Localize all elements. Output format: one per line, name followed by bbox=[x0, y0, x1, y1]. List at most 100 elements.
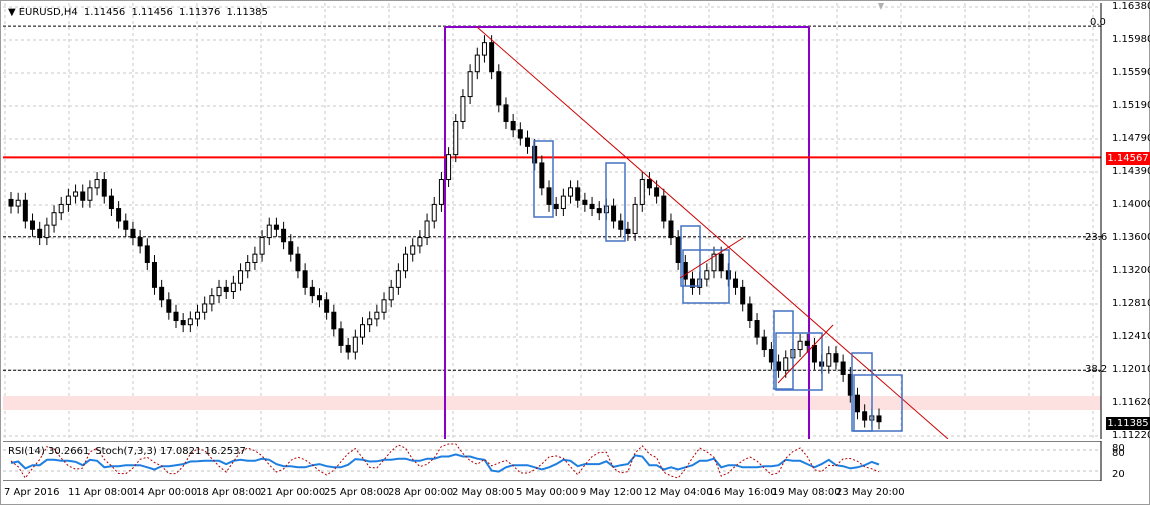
sub-scale-mid: 80 bbox=[1112, 448, 1125, 459]
candle-body bbox=[352, 336, 358, 353]
candle-body bbox=[811, 344, 817, 363]
candle-body bbox=[410, 245, 416, 255]
candle-body bbox=[295, 253, 301, 272]
candle-body bbox=[733, 278, 739, 288]
candle-body bbox=[854, 394, 860, 413]
price-scale-label: 1.15190 bbox=[1112, 100, 1150, 111]
candle-body bbox=[94, 179, 100, 189]
candle-body bbox=[73, 191, 79, 197]
time-axis-label: 28 Apr 00:00 bbox=[388, 487, 454, 498]
candle-body bbox=[245, 261, 251, 272]
candle-body bbox=[496, 71, 502, 106]
candle-body bbox=[768, 349, 774, 363]
candle-body bbox=[151, 261, 157, 288]
sub-scale-bottom: 20 bbox=[1112, 469, 1125, 480]
candle-body bbox=[360, 324, 366, 338]
candle-body bbox=[159, 286, 165, 301]
symbol-high: 1.11456 bbox=[131, 7, 173, 18]
candle-body bbox=[639, 179, 645, 205]
candle-body bbox=[510, 120, 516, 131]
candle-body bbox=[417, 237, 423, 247]
pattern-box bbox=[853, 374, 903, 432]
candle-body bbox=[833, 353, 839, 363]
support-zone bbox=[3, 396, 1101, 410]
chart-shift-icon[interactable] bbox=[876, 2, 886, 12]
chart-grid bbox=[3, 3, 1101, 439]
pattern-box bbox=[605, 162, 626, 242]
candle-body bbox=[395, 270, 401, 288]
time-axis-label: 12 May 04:00 bbox=[644, 487, 713, 498]
candle-body bbox=[15, 199, 21, 207]
candle-body bbox=[266, 224, 272, 239]
time-axis-label: 2 May 08:00 bbox=[452, 487, 515, 498]
candle-body bbox=[804, 340, 810, 346]
candle-body bbox=[761, 336, 767, 351]
candle-body bbox=[80, 191, 86, 201]
time-axis-label: 11 Apr 08:00 bbox=[68, 487, 134, 498]
candle-body bbox=[123, 220, 129, 230]
candle-body bbox=[44, 224, 50, 239]
candle-body bbox=[345, 344, 351, 353]
candle-body bbox=[8, 198, 14, 207]
candle-body bbox=[108, 195, 114, 210]
candle-body bbox=[826, 353, 832, 367]
candle-body bbox=[582, 199, 588, 205]
candle-body bbox=[51, 212, 57, 226]
price-scale-label: 1.14390 bbox=[1112, 166, 1150, 177]
fibonacci-lines bbox=[3, 25, 1101, 371]
symbol-open: 1.11456 bbox=[83, 7, 126, 18]
price-scale-label: 1.11620 bbox=[1112, 397, 1150, 408]
candle-body bbox=[625, 228, 631, 234]
candle-body bbox=[316, 295, 322, 301]
symbol-low: 1.11376 bbox=[179, 7, 221, 18]
stoch-main-line bbox=[10, 443, 880, 479]
candle-body bbox=[524, 137, 530, 147]
candle-body bbox=[718, 253, 724, 272]
time-axis-label: 9 May 12:00 bbox=[580, 487, 643, 498]
flag-line bbox=[679, 237, 744, 279]
candle-body bbox=[65, 195, 71, 205]
pattern-box bbox=[851, 352, 873, 432]
sub-scale-top: 80 bbox=[1112, 443, 1125, 454]
candle-body bbox=[30, 220, 36, 230]
candle-body bbox=[840, 361, 846, 375]
candle-body bbox=[230, 282, 236, 293]
candle-body bbox=[431, 203, 437, 222]
candle-body bbox=[474, 54, 480, 73]
symbol-arrow-icon: ▼ bbox=[8, 7, 16, 18]
candle-body bbox=[302, 270, 308, 288]
candle-body bbox=[144, 245, 150, 263]
price-scale-label: 1.12810 bbox=[1112, 298, 1150, 309]
symbol-header: ▼ EURUSD,H4 1.11456 1.11456 1.11376 1.113… bbox=[8, 7, 271, 18]
candle-body bbox=[460, 96, 466, 122]
candle-body bbox=[539, 162, 545, 189]
candle-body bbox=[568, 187, 574, 197]
candle-body bbox=[281, 228, 287, 243]
candle-body bbox=[446, 154, 452, 181]
candle-body bbox=[288, 241, 294, 255]
price-scale-label: 1.12410 bbox=[1112, 331, 1150, 342]
trend-line bbox=[476, 26, 949, 439]
candle-body bbox=[862, 411, 868, 421]
candle-body bbox=[503, 104, 509, 122]
candle-body bbox=[388, 286, 394, 301]
candle-body bbox=[711, 253, 717, 272]
price-chart[interactable] bbox=[3, 3, 1103, 439]
candle-body bbox=[202, 303, 208, 313]
indicator-panel[interactable] bbox=[3, 441, 1103, 481]
candle-body bbox=[783, 357, 789, 371]
candle-body bbox=[632, 203, 638, 234]
candle-body bbox=[209, 295, 215, 305]
candle-body bbox=[489, 42, 495, 73]
candle-body bbox=[776, 361, 782, 371]
price-scale-label: 1.14790 bbox=[1112, 133, 1150, 144]
fib-level-0: 0.0 bbox=[1090, 17, 1106, 28]
rsi-label: RSI(14) 30.2661 bbox=[8, 446, 90, 457]
time-axis-label: 19 May 08:00 bbox=[772, 487, 841, 498]
candle-body bbox=[87, 187, 93, 201]
candle-body bbox=[58, 203, 64, 214]
pattern-box bbox=[533, 140, 554, 218]
candle-body bbox=[646, 179, 652, 189]
pattern-box bbox=[773, 310, 794, 390]
candle-body bbox=[130, 228, 136, 239]
